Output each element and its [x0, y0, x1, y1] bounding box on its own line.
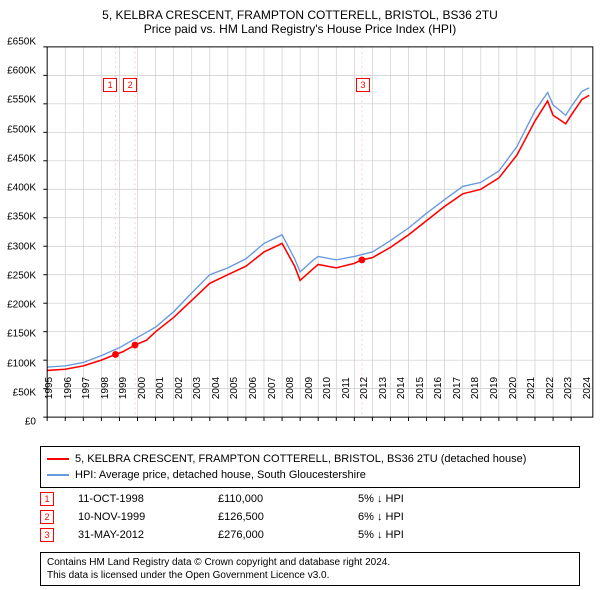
y-tick-label: £100K	[7, 358, 36, 369]
x-tick-label: 2006	[248, 377, 259, 399]
sale-marker-3: 3	[356, 78, 370, 92]
x-tick-label: 2022	[545, 377, 556, 399]
table-pct: 6% ↓ HPI	[358, 511, 478, 523]
x-tick-label: 2019	[489, 377, 500, 399]
x-tick-label: 2012	[359, 377, 370, 399]
sale-marker-1: 1	[103, 78, 117, 92]
table-marker: 1	[40, 492, 54, 506]
y-tick-label: £250K	[7, 270, 36, 281]
table-date: 31-MAY-2012	[78, 529, 218, 541]
x-axis-labels: 1995199619971998199920002001200220032004…	[40, 388, 600, 438]
chart-container: 5, KELBRA CRESCENT, FRAMPTON COTTERELL, …	[0, 0, 600, 590]
chart-title-line1: 5, KELBRA CRESCENT, FRAMPTON COTTERELL, …	[0, 8, 600, 22]
footer-line1: Contains HM Land Registry data © Crown c…	[47, 556, 573, 569]
x-tick-label: 2010	[322, 377, 333, 399]
chart-plot	[40, 42, 600, 422]
y-tick-label: £500K	[7, 124, 36, 135]
y-tick-label: £650K	[7, 37, 36, 48]
x-tick-label: 2014	[396, 377, 407, 399]
sales-table: 111-OCT-1998£110,0005% ↓ HPI210-NOV-1999…	[40, 490, 580, 544]
table-marker: 2	[40, 510, 54, 524]
y-tick-label: £550K	[7, 95, 36, 106]
legend-label: 5, KELBRA CRESCENT, FRAMPTON COTTERELL, …	[75, 453, 526, 465]
y-tick-label: £150K	[7, 329, 36, 340]
y-tick-label: £50K	[13, 387, 36, 398]
y-tick-label: £200K	[7, 300, 36, 311]
x-tick-label: 2003	[192, 377, 203, 399]
table-row: 2 10-NOV-1999£126,5006% ↓ HPI	[40, 508, 580, 526]
x-tick-label: 1998	[100, 377, 111, 399]
y-tick-label: £300K	[7, 241, 36, 252]
x-tick-label: 1997	[81, 377, 92, 399]
table-row: 1 11-OCT-1998£110,0005% ↓ HPI	[40, 490, 580, 508]
x-tick-label: 2007	[267, 377, 278, 399]
table-marker: 3	[40, 528, 54, 542]
x-tick-label: 2009	[304, 377, 315, 399]
legend-item: HPI: Average price, detached house, Sout…	[47, 467, 573, 483]
x-tick-label: 2024	[582, 377, 593, 399]
table-price: £110,000	[218, 493, 358, 505]
legend-item: 5, KELBRA CRESCENT, FRAMPTON COTTERELL, …	[47, 451, 573, 467]
legend-swatch	[47, 458, 69, 460]
legend-swatch	[47, 474, 69, 476]
x-tick-label: 1999	[118, 377, 129, 399]
attribution-footer: Contains HM Land Registry data © Crown c…	[40, 552, 580, 586]
y-axis-labels: £0£50K£100K£150K£200K£250K£300K£350K£400…	[0, 42, 38, 422]
y-tick-label: £600K	[7, 66, 36, 77]
sale-marker-2: 2	[123, 78, 137, 92]
table-price: £276,000	[218, 529, 358, 541]
x-tick-label: 2008	[285, 377, 296, 399]
x-tick-label: 2004	[211, 377, 222, 399]
table-date: 10-NOV-1999	[78, 511, 218, 523]
chart-area: £0£50K£100K£150K£200K£250K£300K£350K£400…	[40, 42, 600, 422]
chart-title-line2: Price paid vs. HM Land Registry's House …	[0, 22, 600, 36]
x-tick-label: 1996	[63, 377, 74, 399]
x-tick-label: 2013	[378, 377, 389, 399]
table-pct: 5% ↓ HPI	[358, 493, 478, 505]
table-row: 3 31-MAY-2012£276,0005% ↓ HPI	[40, 526, 580, 544]
x-tick-label: 2015	[415, 377, 426, 399]
x-tick-label: 2018	[470, 377, 481, 399]
x-tick-label: 2021	[526, 377, 537, 399]
table-pct: 5% ↓ HPI	[358, 529, 478, 541]
footer-line2: This data is licensed under the Open Gov…	[47, 569, 573, 582]
x-tick-label: 2011	[341, 377, 352, 399]
x-tick-label: 2023	[563, 377, 574, 399]
x-tick-label: 2020	[508, 377, 519, 399]
y-tick-label: £400K	[7, 183, 36, 194]
x-tick-label: 2000	[137, 377, 148, 399]
x-tick-label: 2002	[174, 377, 185, 399]
x-tick-label: 2001	[155, 377, 166, 399]
table-date: 11-OCT-1998	[78, 493, 218, 505]
y-tick-label: £0	[25, 417, 36, 428]
x-tick-label: 2005	[229, 377, 240, 399]
legend-label: HPI: Average price, detached house, Sout…	[75, 469, 366, 481]
legend: 5, KELBRA CRESCENT, FRAMPTON COTTERELL, …	[40, 446, 580, 488]
table-price: £126,500	[218, 511, 358, 523]
x-tick-label: 1995	[44, 377, 55, 399]
x-tick-label: 2016	[433, 377, 444, 399]
x-tick-label: 2017	[452, 377, 463, 399]
y-tick-label: £450K	[7, 153, 36, 164]
y-tick-label: £350K	[7, 212, 36, 223]
